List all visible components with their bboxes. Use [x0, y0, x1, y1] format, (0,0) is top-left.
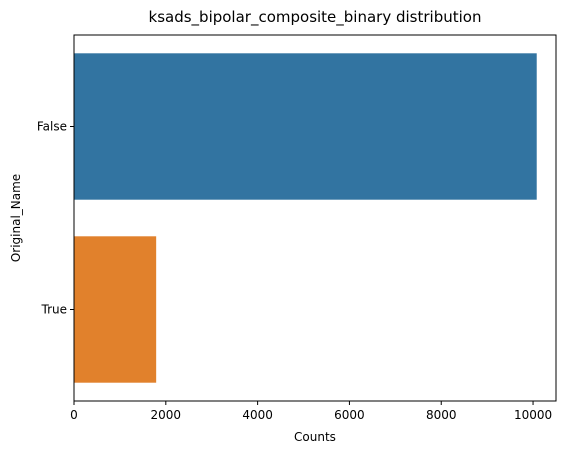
- x-tick-label: 2000: [151, 408, 182, 422]
- x-tick-label: 0: [70, 408, 78, 422]
- x-tick-label: 4000: [242, 408, 273, 422]
- chart-title: ksads_bipolar_composite_binary distribut…: [149, 8, 482, 27]
- bar-true: [74, 236, 157, 383]
- x-axis-label: Counts: [294, 430, 336, 444]
- y-axis-label: Original_Name: [9, 174, 23, 262]
- plot-area: [74, 53, 537, 383]
- bar-false: [74, 53, 537, 200]
- plot-frame: [73, 34, 557, 402]
- x-tick-label: 10000: [514, 408, 552, 422]
- y-tick-label: True: [41, 303, 68, 317]
- x-tick-label: 6000: [334, 408, 365, 422]
- x-tick-label: 8000: [426, 408, 457, 422]
- y-tick-label: False: [37, 120, 67, 134]
